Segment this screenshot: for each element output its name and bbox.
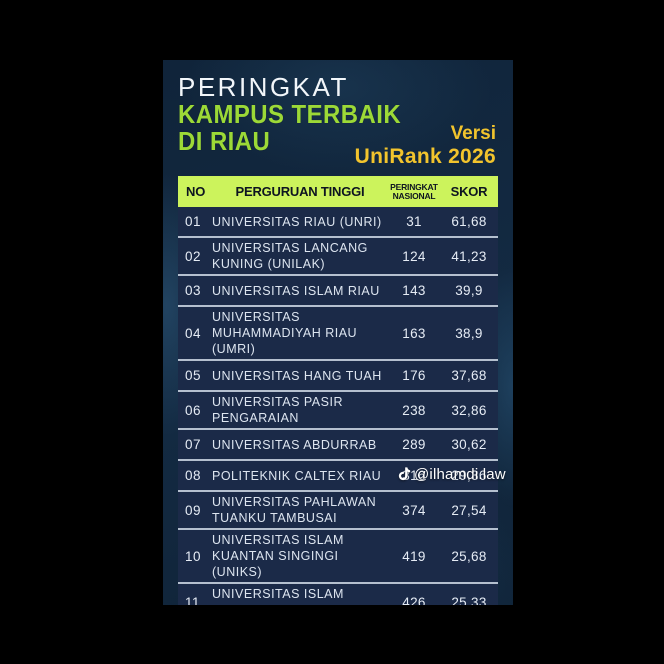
row-number: 06: [185, 402, 202, 418]
row-number: 03: [185, 283, 202, 298]
national-rank-value: 289: [402, 437, 426, 452]
page-title-green: KAMPUS TERBAIK DI RIAU: [178, 101, 472, 155]
table-row: 05 UNIVERSITAS HANG TUAH 176 37,68: [178, 361, 498, 392]
university-name: UNIVERSITAS LANCANG KUNING (UNILAK): [212, 241, 368, 271]
infographic-card: PERINGKAT KAMPUS TERBAIK DI RIAU Versi U…: [163, 60, 513, 605]
national-rank-value: 124: [402, 248, 426, 264]
column-header-rank-line1: PERINGKAT: [390, 181, 438, 192]
table-row: 06 UNIVERSITAS PASIR PENGARAIAN 238 32,8…: [178, 392, 498, 430]
score-value: 39,9: [455, 283, 483, 298]
row-number: 01: [185, 214, 202, 229]
row-number: 04: [185, 325, 202, 341]
score-value: 37,68: [451, 368, 487, 383]
university-name: UNIVERSITAS ISLAM INDRAGIRI: [212, 587, 344, 605]
university-name: UNIVERSITAS RIAU (UNRI): [212, 214, 382, 229]
national-rank-value: 143: [402, 283, 426, 298]
row-number: 10: [185, 548, 202, 564]
row-number: 11: [185, 594, 201, 606]
national-rank-value: 176: [402, 368, 426, 383]
score-value: 32,86: [451, 402, 487, 418]
watermark-handle: @ilhamdi.law: [414, 465, 506, 483]
column-header-rank-line2: NASIONAL: [392, 190, 436, 201]
column-header-name: PERGURUAN TINGGI: [235, 184, 365, 199]
table-row: 04 UNIVERSITAS MUHAMMADIYAH RIAU (UMRI) …: [178, 307, 498, 361]
national-rank-value: 163: [402, 325, 426, 341]
national-rank-value: 419: [402, 548, 426, 564]
score-value: 61,68: [451, 214, 487, 229]
university-name: UNIVERSITAS ISLAM KUANTAN SINGINGI (UNIK…: [212, 533, 344, 579]
table-row: 02 UNIVERSITAS LANCANG KUNING (UNILAK) 1…: [178, 238, 498, 276]
version-label: Versi UniRank 2026: [354, 123, 496, 168]
university-name: UNIVERSITAS PAHLAWAN TUANKU TAMBUSAI: [212, 495, 377, 525]
column-header-score: SKOR: [450, 184, 488, 199]
version-line2: UniRank 2026: [354, 144, 496, 168]
row-number: 09: [185, 502, 202, 518]
row-number: 05: [185, 368, 202, 383]
table-row: 01 UNIVERSITAS RIAU (UNRI) 31 61,68: [178, 207, 498, 238]
watermark: @ilhamdi.law: [396, 465, 506, 483]
score-value: 29,36: [451, 468, 487, 483]
score-value: 41,23: [451, 248, 487, 264]
row-number: 02: [185, 248, 202, 264]
row-number: 08: [185, 468, 202, 483]
row-number: 07: [185, 437, 202, 452]
ranking-table: NO PERGURUAN TINGGI PERINGKAT NASIONAL S…: [178, 176, 498, 605]
university-name: UNIVERSITAS MUHAMMADIYAH RIAU (UMRI): [212, 310, 358, 356]
table-header-row: NO PERGURUAN TINGGI PERINGKAT NASIONAL S…: [178, 176, 498, 207]
university-name: UNIVERSITAS ABDURRAB: [212, 437, 377, 452]
title-block: PERINGKAT KAMPUS TERBAIK DI RIAU Versi U…: [178, 72, 498, 170]
university-name: POLITEKNIK CALTEX RIAU: [212, 468, 382, 483]
national-rank-value: 31: [406, 214, 422, 229]
university-name: UNIVERSITAS ISLAM RIAU: [212, 283, 380, 298]
table-row: 11 UNIVERSITAS ISLAM INDRAGIRI 426 25,33: [178, 584, 498, 605]
national-rank-value: 374: [402, 502, 426, 518]
score-value: 25,33: [451, 594, 487, 606]
page-title: PERINGKAT: [178, 72, 349, 102]
national-rank-value: 426: [402, 594, 426, 606]
version-line1: Versi: [450, 123, 496, 145]
tiktok-icon: [396, 465, 412, 483]
table-row: 10 UNIVERSITAS ISLAM KUANTAN SINGINGI (U…: [178, 530, 498, 584]
title-line-riau: DI RIAU: [178, 126, 271, 157]
score-value: 25,68: [451, 548, 487, 564]
score-value: 27,54: [451, 502, 487, 518]
table-row: 09 UNIVERSITAS PAHLAWAN TUANKU TAMBUSAI …: [178, 492, 498, 530]
table-row: 03 UNIVERSITAS ISLAM RIAU 143 39,9: [178, 276, 498, 307]
university-name: UNIVERSITAS PASIR PENGARAIAN: [212, 395, 343, 425]
title-line-kampus: KAMPUS TERBAIK: [178, 99, 402, 130]
table-row: 07 UNIVERSITAS ABDURRAB 289 30,62: [178, 430, 498, 461]
university-name: UNIVERSITAS HANG TUAH: [212, 368, 382, 383]
score-value: 38,9: [455, 325, 483, 341]
score-value: 30,62: [451, 437, 487, 452]
national-rank-value: 238: [402, 402, 426, 418]
column-header-national-rank: PERINGKAT NASIONAL: [388, 181, 440, 201]
table-body: 01 UNIVERSITAS RIAU (UNRI) 31 61,68 02 U…: [178, 207, 498, 605]
column-header-no: NO: [186, 184, 206, 199]
